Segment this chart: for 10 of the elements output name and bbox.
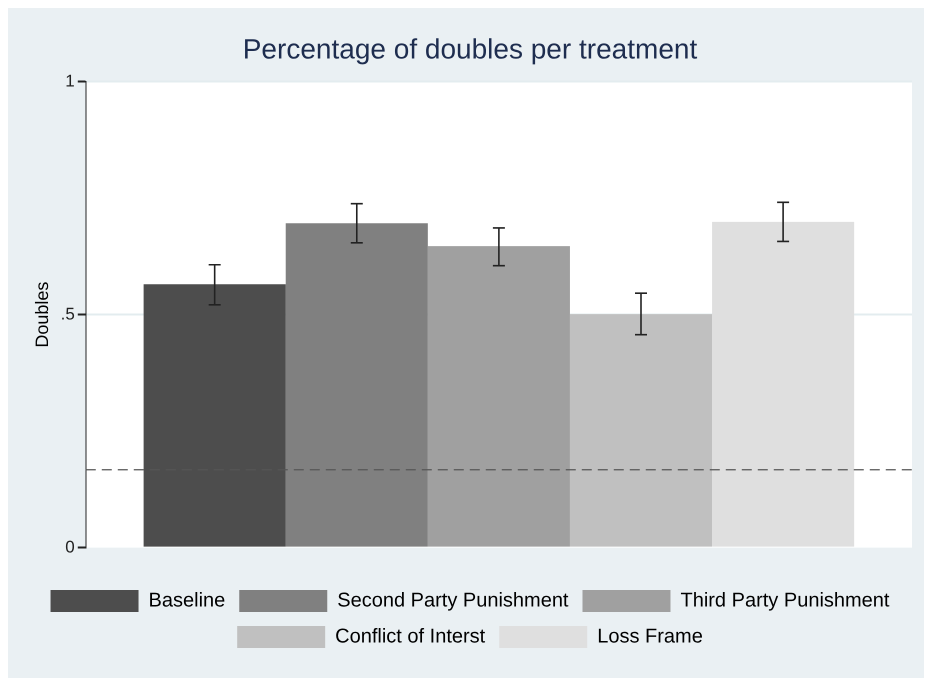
legend-label: Loss Frame <box>597 626 703 648</box>
y-tick-label: .5 <box>60 304 75 324</box>
legend-label: Second Party Punishment <box>337 590 569 612</box>
legend-label: Third Party Punishment <box>680 590 890 612</box>
y-tick-label: 0 <box>65 537 75 556</box>
legend-label: Conflict of Interst <box>335 626 486 648</box>
chart-title: Percentage of doubles per treatment <box>242 34 698 65</box>
legend-label: Baseline <box>148 590 226 612</box>
y-axis-title: Doubles <box>32 282 52 348</box>
y-tick-label: 1 <box>65 71 75 90</box>
